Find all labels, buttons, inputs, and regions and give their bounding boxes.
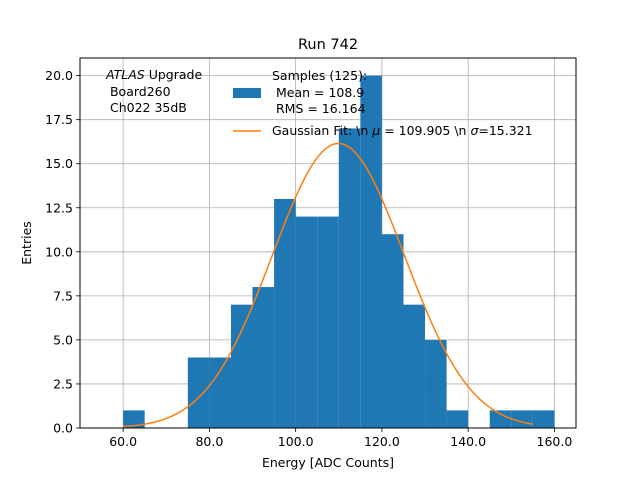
histogram-bar-7 (274, 198, 296, 428)
histogram-bar-10 (338, 128, 361, 428)
annotation-line-2: Board260 (106, 84, 171, 99)
annotation-line-3: Ch022 35dB (106, 100, 187, 115)
legend-fit-prefix: Gaussian Fit: \n (272, 123, 372, 138)
x-tick-label-1: 80.0 (195, 434, 223, 449)
histogram-bar-17 (489, 410, 512, 428)
chart-title: Run 742 (298, 37, 358, 53)
histogram-bar-12 (381, 234, 404, 428)
legend-sigma-value: =15.321 (478, 123, 532, 138)
histogram-bar-19 (532, 410, 555, 428)
y-tick-label-5: 12.5 (45, 200, 73, 215)
legend-mu-symbol: μ (371, 123, 380, 138)
annotation-line-1: ATLAS Upgrade (105, 67, 202, 82)
legend-mean-line: Mean = 108.9 (272, 85, 364, 100)
histogram-bar-15 (446, 410, 469, 428)
histogram-bar-6 (252, 287, 275, 428)
histogram-bar-8 (295, 216, 318, 428)
legend: Samples (125): Mean = 108.9 RMS = 16.164… (233, 68, 533, 138)
y-axis-ticks: 0.0 2.5 5.0 7.5 10.0 12.5 15.0 17.5 20.0 (45, 68, 80, 436)
histogram-bar-5 (230, 304, 253, 428)
legend-mu-value: = 109.905 \n (380, 123, 470, 138)
histogram-bar-4 (209, 357, 231, 428)
x-tick-label-2: 100.0 (278, 434, 314, 449)
histogram-bar-14 (425, 339, 447, 428)
legend-sigma-symbol: σ (470, 123, 479, 138)
x-tick-label-3: 120.0 (364, 434, 400, 449)
histogram-bar-13 (403, 304, 426, 428)
legend-rms-line: RMS = 16.164 (272, 101, 366, 116)
y-axis-label: Entries (19, 221, 34, 265)
y-tick-label-0: 0.0 (53, 421, 73, 436)
plot-frame (79, 57, 577, 429)
gaussian-fit-curve (123, 142, 533, 428)
annotation-atlas-italic: ATLAS (105, 67, 145, 82)
y-tick-label-1: 2.5 (53, 376, 73, 391)
histogram-bar-9 (317, 216, 339, 428)
legend-samples-line: Samples (125): (272, 68, 367, 83)
y-tick-label-8: 20.0 (45, 68, 73, 83)
y-tick-label-3: 7.5 (53, 288, 73, 303)
x-tick-label-4: 140.0 (450, 434, 486, 449)
legend-fit-label: Gaussian Fit: \n μ = 109.905 \n σ=15.321 (272, 123, 533, 138)
histogram-bar-0 (123, 410, 145, 428)
x-axis-ticks: 60.0 80.0 100.0 120.0 140.0 160.0 (109, 428, 572, 449)
y-tick-label-2: 5.0 (53, 332, 73, 347)
y-tick-label-4: 10.0 (45, 244, 73, 259)
legend-histogram-swatch (233, 88, 261, 98)
x-tick-label-0: 60.0 (109, 434, 137, 449)
histogram-bars (123, 75, 555, 428)
histogram-bar-3 (187, 357, 210, 428)
atlas-annotation: ATLAS Upgrade Board260 Ch022 35dB (105, 67, 202, 115)
y-tick-label-7: 17.5 (45, 112, 73, 127)
histogram-bar-11 (360, 75, 382, 428)
x-tick-label-5: 160.0 (537, 434, 573, 449)
annotation-upgrade: Upgrade (145, 67, 203, 82)
y-tick-label-6: 15.0 (45, 156, 73, 171)
x-axis-label: Energy [ADC Counts] (262, 455, 394, 470)
